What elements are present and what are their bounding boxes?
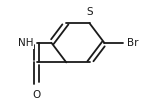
- Text: NH: NH: [18, 38, 33, 48]
- Text: Br: Br: [127, 38, 138, 48]
- Text: O: O: [33, 90, 41, 100]
- Text: S: S: [86, 7, 93, 17]
